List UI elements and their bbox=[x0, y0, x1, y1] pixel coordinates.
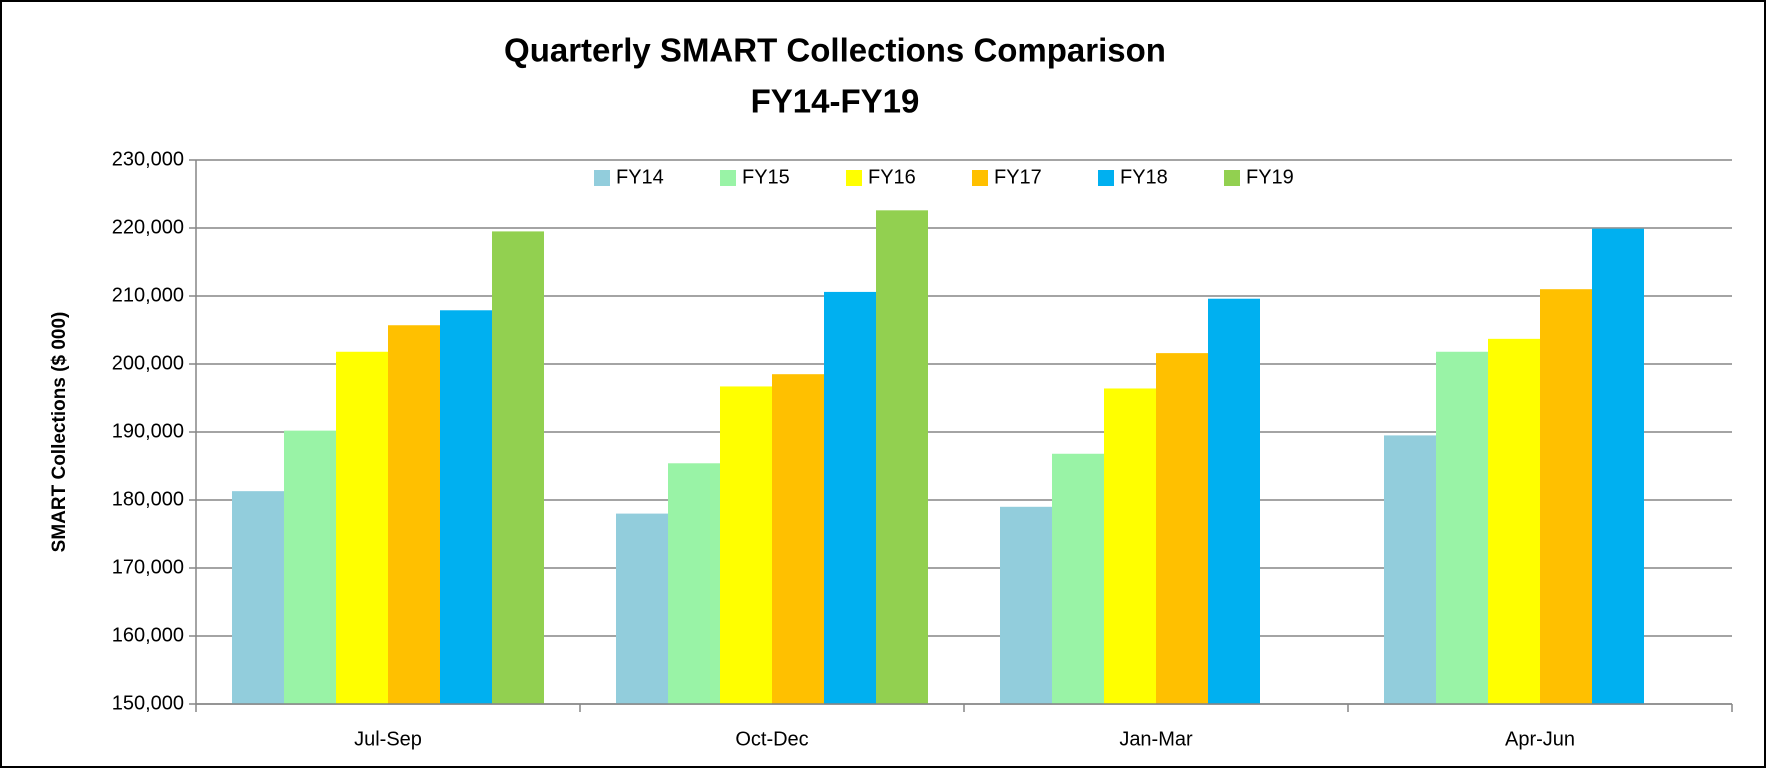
legend-label: FY14 bbox=[616, 166, 664, 188]
bar bbox=[1104, 388, 1156, 704]
bar bbox=[772, 374, 824, 704]
legend-label: FY16 bbox=[868, 166, 916, 188]
bar bbox=[284, 430, 336, 704]
chart-title: FY14-FY19 bbox=[751, 83, 920, 120]
bar bbox=[1156, 353, 1208, 704]
legend-label: FY15 bbox=[742, 166, 790, 188]
y-tick-label: 220,000 bbox=[112, 216, 184, 238]
bar bbox=[1436, 351, 1488, 704]
bar bbox=[1384, 435, 1436, 704]
bar bbox=[1052, 453, 1104, 704]
legend-swatch bbox=[1224, 170, 1240, 186]
x-tick-label: Jan-Mar bbox=[1119, 728, 1193, 750]
legend-swatch bbox=[594, 170, 610, 186]
y-tick-label: 200,000 bbox=[112, 352, 184, 374]
legend-swatch bbox=[720, 170, 736, 186]
y-tick-label: 170,000 bbox=[112, 556, 184, 578]
chart-title: Quarterly SMART Collections Comparison bbox=[504, 32, 1166, 69]
legend-swatch bbox=[1098, 170, 1114, 186]
bar bbox=[336, 351, 388, 704]
y-tick-label: 190,000 bbox=[112, 420, 184, 442]
bar bbox=[1592, 228, 1644, 704]
bar bbox=[1488, 338, 1540, 704]
x-tick-label: Apr-Jun bbox=[1505, 728, 1575, 750]
bar bbox=[1208, 298, 1260, 704]
y-tick-label: 180,000 bbox=[112, 488, 184, 510]
bar bbox=[492, 231, 544, 704]
y-tick-label: 230,000 bbox=[112, 148, 184, 170]
y-tick-label: 160,000 bbox=[112, 624, 184, 646]
bar bbox=[616, 513, 668, 704]
bar bbox=[824, 291, 876, 704]
bar bbox=[388, 325, 440, 704]
x-tick-label: Jul-Sep bbox=[354, 728, 422, 750]
bar bbox=[668, 463, 720, 704]
y-axis-label: SMART Collections ($ 000) bbox=[49, 312, 70, 553]
bar bbox=[232, 491, 284, 704]
bar bbox=[1000, 506, 1052, 704]
y-tick-label: 210,000 bbox=[112, 284, 184, 306]
bar bbox=[440, 310, 492, 704]
legend-label: FY18 bbox=[1120, 166, 1168, 188]
y-tick-label: 150,000 bbox=[112, 692, 184, 714]
bar bbox=[720, 386, 772, 704]
legend-swatch bbox=[972, 170, 988, 186]
x-tick-label: Oct-Dec bbox=[735, 728, 808, 750]
legend-swatch bbox=[846, 170, 862, 186]
bar bbox=[1540, 289, 1592, 704]
bar bbox=[876, 210, 928, 704]
legend-label: FY19 bbox=[1246, 166, 1294, 188]
legend-label: FY17 bbox=[994, 166, 1042, 188]
